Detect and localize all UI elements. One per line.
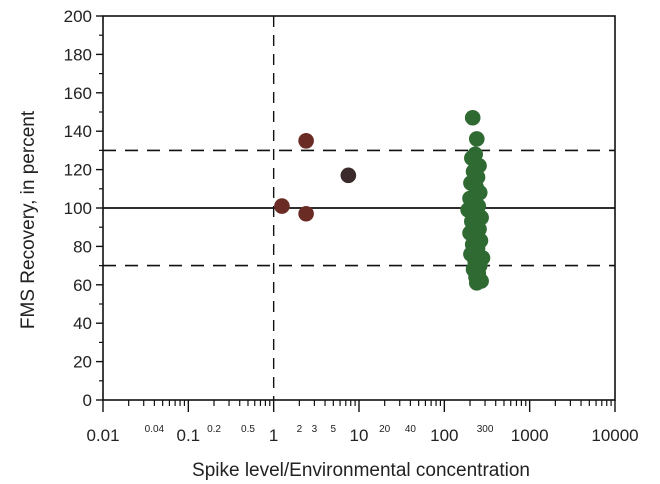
x-tick-label: 0.01 (86, 426, 119, 445)
x-tick-label: 0.1 (177, 426, 201, 445)
x-minor-tick-label: 0.2 (207, 424, 221, 435)
data-point (468, 131, 485, 147)
x-minor-tick-label: 3 (312, 424, 318, 435)
x-tick-label: 1000 (511, 426, 549, 445)
x-tick-label: 10 (350, 426, 369, 445)
y-axis: 0 20 40 60 80 100 120 140 160 180 200 (64, 7, 103, 410)
y-tick-label: 140 (64, 122, 92, 141)
x-minor-tick-label: 2 (297, 424, 303, 435)
data-point (298, 133, 314, 149)
data-point (464, 109, 481, 126)
data-points (274, 109, 491, 291)
y-tick-label: 80 (73, 237, 92, 256)
x-tick-label: 10000 (591, 426, 638, 445)
x-axis: 0.01 0.1 1 10 100 1000 10000 0.04 0.2 0.5 2 3 5 20 40 3… (86, 400, 639, 445)
y-tick-label: 60 (73, 276, 92, 295)
y-tick-label: 100 (64, 199, 92, 218)
y-tick-label: 180 (64, 45, 92, 64)
y-tick-label: 0 (83, 391, 92, 410)
y-tick-label: 160 (64, 84, 92, 103)
x-minor-tick-label: 0.5 (241, 424, 255, 435)
y-tick-label: 40 (73, 314, 92, 333)
x-minor-tick-label: 300 (477, 424, 494, 435)
y-tick-label: 20 (73, 353, 92, 372)
x-tick-label: 100 (430, 426, 458, 445)
y-axis-title: FMS Recovery, in percent (18, 110, 39, 329)
data-point (298, 205, 314, 222)
y-tick-label: 200 (64, 7, 92, 26)
x-minor-tick-label: 0.04 (145, 424, 165, 435)
reference-lines (103, 16, 615, 400)
data-point (274, 198, 290, 214)
x-tick-label: 1 (269, 426, 278, 445)
y-tick-label: 120 (64, 161, 92, 180)
x-minor-tick-label: 5 (331, 424, 337, 435)
data-point (468, 275, 485, 291)
x-minor-tick-label: 20 (379, 424, 391, 435)
x-axis-title: Spike level/Environmental concentration (192, 460, 530, 481)
x-minor-tick-label: 40 (405, 424, 417, 435)
data-point (340, 167, 357, 184)
